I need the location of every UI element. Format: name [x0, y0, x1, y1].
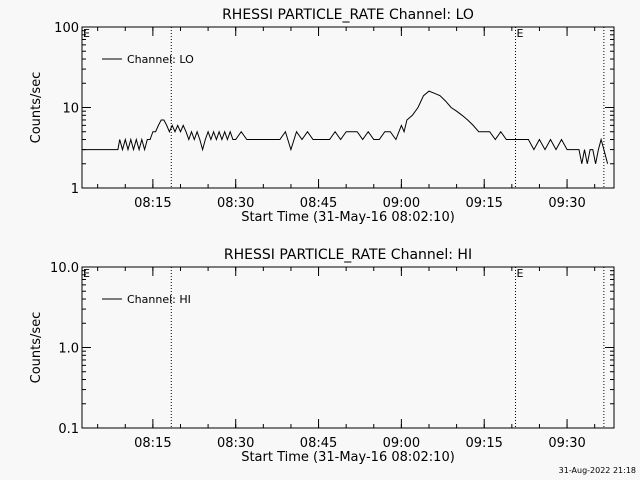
- x-tick-label: 09:00: [383, 436, 420, 451]
- x-tick-label: 08:45: [300, 436, 337, 451]
- y-axis-label: Counts/sec: [29, 312, 44, 384]
- legend-label: Channel: LO: [127, 53, 194, 66]
- y-axis-label: Counts/sec: [29, 72, 44, 144]
- chart-panel-1: RHESSI PARTICLE_RATE Channel: LO 1 10 100 Co…: [29, 7, 615, 225]
- series-line: [82, 90, 609, 164]
- plot-frame: [81, 26, 615, 189]
- x-tick-label: 08:45: [300, 196, 337, 211]
- x-tick-label: 08:15: [134, 196, 171, 211]
- event-marker-label: E: [83, 267, 90, 280]
- y-tick-label: 1: [71, 182, 79, 197]
- x-tick-label: 08:30: [217, 436, 254, 451]
- event-marker-label: E: [83, 27, 90, 40]
- chart-panel-2: RHESSI PARTICLE_RATE Channel: HI 0.1 1.0 10…: [29, 247, 615, 465]
- y-tick-label: 10: [62, 102, 79, 117]
- x-tick-label: 08:30: [217, 196, 254, 211]
- footer-timestamp: 31-Aug-2022 21:18: [558, 466, 636, 475]
- plot-frame: [81, 266, 615, 429]
- event-marker-label: E: [517, 267, 524, 280]
- y-tick-label: 100: [54, 21, 79, 36]
- event-marker-label: E: [517, 27, 524, 40]
- x-tick-label: 09:30: [548, 436, 585, 451]
- x-tick-label: 09:15: [465, 196, 502, 211]
- x-tick-label: 09:30: [548, 196, 585, 211]
- y-tick-label: 10.0: [50, 261, 79, 276]
- y-tick-label: 0.1: [58, 422, 79, 437]
- x-tick-label: 09:15: [465, 436, 502, 451]
- y-tick-label: 1.0: [58, 342, 79, 357]
- chart-title: RHESSI PARTICLE_RATE Channel: LO: [222, 7, 474, 23]
- chart-title: RHESSI PARTICLE_RATE Channel: HI: [224, 247, 472, 263]
- x-tick-label: 09:00: [383, 196, 420, 211]
- x-axis-label: Start Time (31-May-16 08:02:10): [241, 450, 455, 465]
- legend-label: Channel: HI: [127, 293, 191, 306]
- x-axis-label: Start Time (31-May-16 08:02:10): [241, 210, 455, 225]
- x-tick-label: 08:15: [134, 436, 171, 451]
